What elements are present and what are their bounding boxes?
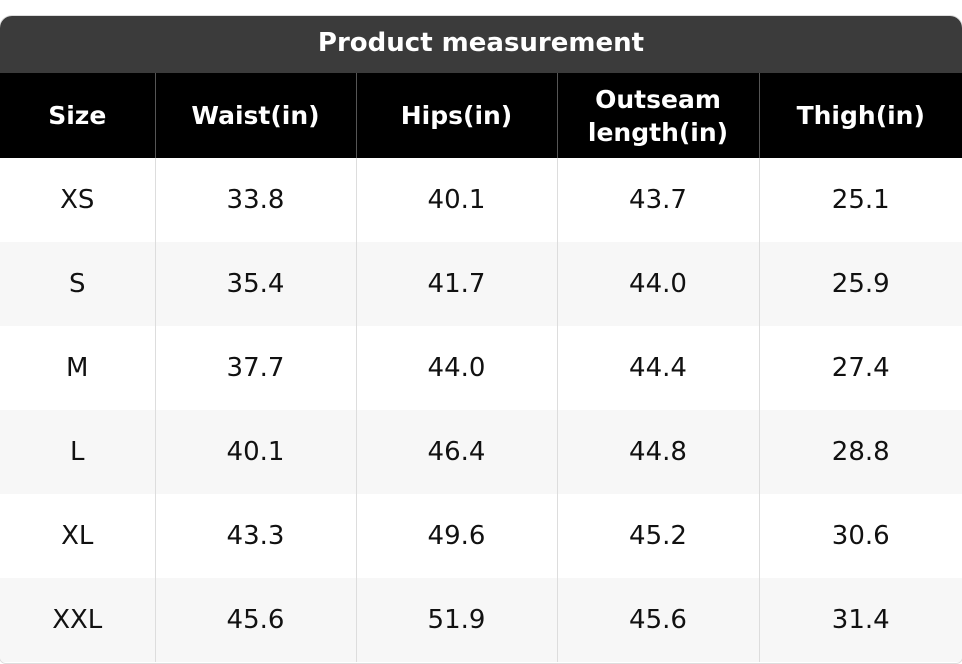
table-cell: 45.6 — [154, 578, 356, 662]
table-body: XS 33.8 40.1 43.7 25.1 S 35.4 41.7 44.0 25.9 M 37.7… — [0, 158, 962, 662]
table-cell: 44.0 — [355, 326, 557, 410]
table-card: Product measurement Size Waist(in) Hips(in… — [0, 16, 962, 663]
table-cell: XS — [60, 185, 95, 215]
table-cell: 45.6 — [556, 578, 759, 662]
table-cell: 49.6 — [355, 494, 557, 578]
table-cell: 45.2 — [556, 494, 759, 578]
size-table: Size Waist(in) Hips(in) Outseam length(in) T… — [0, 73, 962, 662]
table-cell: 31.4 — [758, 578, 962, 662]
table-cell: 40.1 — [154, 410, 356, 494]
table-cell: 37.7 — [154, 326, 356, 410]
table-cell: S — [0, 242, 155, 326]
table-row: L 40.1 46.4 44.8 28.8 — [0, 410, 962, 494]
table-cell: 41.7 — [355, 242, 557, 326]
header-row: Size Waist(in) Hips(in) Outseam length(in) T… — [0, 73, 962, 158]
header-cell: Hips(in) — [355, 73, 557, 158]
table-title: Product measurement — [0, 16, 962, 73]
table-cell: M — [66, 353, 89, 383]
table-cell: 43.3 — [154, 494, 356, 578]
header-cell: Thigh(in) — [758, 73, 962, 158]
table-cell: 46.4 — [355, 410, 557, 494]
table-cell: 27.4 — [758, 326, 962, 410]
table-cell: 40.1 — [355, 158, 557, 242]
table-row: XL 43.3 49.6 45.2 30.6 — [0, 494, 962, 578]
table-cell: 44.4 — [556, 326, 759, 410]
table-row: XXL 45.6 51.9 45.6 31.4 — [0, 578, 962, 662]
table-row: S 35.4 41.7 44.0 25.9 — [0, 242, 962, 326]
table-row: XS 33.8 40.1 43.7 25.1 — [0, 158, 962, 242]
table-cell: 33.8 — [154, 158, 356, 242]
table-cell: 35.4 — [154, 242, 356, 326]
table-row: M 37.7 44.0 44.4 27.4 — [0, 326, 962, 410]
table-cell: 44.0 — [556, 242, 759, 326]
header-cell: Waist(in) — [154, 73, 356, 158]
header-cell: Size — [0, 73, 155, 158]
table-cell: 25.9 — [758, 242, 962, 326]
table-cell: 51.9 — [355, 578, 557, 662]
table-cell: 28.8 — [758, 410, 962, 494]
table-cell: 43.7 — [556, 158, 759, 242]
header-cell: Outseam length(in) — [556, 73, 759, 158]
table-cell: XL — [61, 521, 94, 551]
table-cell: 30.6 — [758, 494, 962, 578]
table-cell: 44.8 — [556, 410, 759, 494]
table-cell: 25.1 — [758, 158, 962, 242]
table-cell: L — [0, 410, 155, 494]
table-cell: XXL — [0, 578, 155, 662]
